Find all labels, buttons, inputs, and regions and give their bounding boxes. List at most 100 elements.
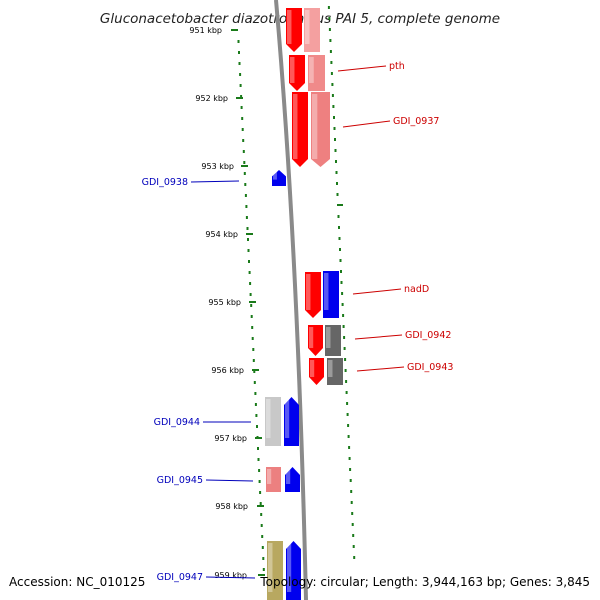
topology-summary: Topology: circular; Length: 3,944,163 bp… — [259, 575, 590, 589]
gene-label-group: GDI_0944 — [154, 417, 251, 428]
gene-block-olive — [267, 541, 283, 600]
minor-tick — [345, 380, 348, 383]
minor-tick — [351, 512, 354, 515]
minor-tick — [348, 457, 351, 460]
gene-block-gray — [325, 325, 341, 356]
minor-tick — [353, 556, 356, 559]
gene-label-group: GDI_0942 — [354, 330, 451, 341]
minor-tick — [243, 172, 246, 175]
minor-tick — [257, 458, 260, 461]
accession-text: Accession: NC_010125 — [9, 575, 145, 589]
minor-tick — [250, 304, 253, 307]
minor-tick — [329, 50, 332, 53]
minor-tick — [348, 446, 351, 449]
scale-tick — [249, 301, 256, 303]
minor-tick — [341, 292, 344, 295]
minor-tick — [260, 524, 263, 527]
gene-shadow-arrow — [308, 55, 325, 91]
minor-tick — [336, 182, 338, 185]
minor-tick — [339, 259, 342, 262]
minor-tick — [248, 260, 250, 263]
gene-arrow-reverse — [272, 170, 286, 186]
gene-label: GDI_0945 — [157, 475, 203, 486]
gene-label-group: GDI_0947 — [157, 572, 256, 583]
scale-tick-label: 955 kbp — [208, 298, 241, 307]
feature-ring-dots — [237, 6, 356, 571]
minor-tick — [240, 106, 243, 109]
scale-tick — [231, 29, 238, 31]
gene-labels: pth GDI_0937 GDI_0938 nadD GDI_0942 GDI_0943 G… — [142, 61, 454, 583]
gene-label: GDI_0943 — [407, 362, 453, 373]
minor-tick — [248, 271, 251, 274]
scale-tick-label: 957 kbp — [214, 434, 247, 443]
leader-line — [342, 120, 391, 128]
minor-tick — [329, 39, 332, 42]
gene-arrow-forward — [305, 272, 321, 318]
gene-label-group: GDI_0943 — [356, 362, 453, 373]
minor-tick — [344, 358, 347, 361]
minor-tick — [346, 413, 349, 416]
scale-tick — [241, 165, 248, 167]
minor-tick — [350, 501, 353, 504]
gene-arrow-reverse — [323, 271, 339, 318]
gene-block-gray — [327, 358, 343, 385]
minor-tick — [238, 62, 241, 65]
gene-label: GDI_0944 — [154, 417, 200, 428]
leader-line — [205, 479, 254, 482]
minor-tick — [239, 73, 242, 76]
scale-tick-label: 952 kbp — [195, 94, 228, 103]
minor-tick — [261, 535, 264, 538]
minor-tick — [339, 248, 341, 251]
leader-line — [190, 180, 240, 183]
gene-block-gray — [265, 397, 281, 446]
gene-arrow-reverse — [284, 397, 299, 446]
leader-line — [205, 576, 256, 579]
minor-tick — [340, 270, 342, 273]
gene-arrow-forward — [289, 55, 305, 91]
scale-tick-label: 951 kbp — [189, 26, 222, 35]
minor-tick — [249, 293, 252, 296]
minor-tick — [331, 94, 334, 97]
minor-tick — [247, 238, 249, 241]
scale-tick-label: 958 kbp — [215, 502, 248, 511]
gene-arrow-forward — [292, 92, 308, 167]
minor-tick — [327, 6, 330, 9]
minor-tick — [337, 204, 343, 206]
minor-tick — [254, 392, 257, 395]
minor-tick — [352, 545, 355, 548]
minor-tick — [343, 336, 346, 339]
leader-line — [356, 366, 405, 372]
minor-tick — [241, 128, 244, 131]
minor-tick — [336, 193, 339, 196]
minor-tick — [258, 480, 261, 483]
gene-label-group: GDI_0937 — [342, 116, 439, 128]
minor-tick — [259, 491, 262, 494]
minor-tick — [250, 315, 253, 318]
minor-tick — [256, 425, 258, 428]
minor-tick — [337, 215, 340, 218]
minor-tick — [262, 557, 265, 560]
minor-tick — [347, 435, 350, 438]
minor-tick — [343, 347, 346, 350]
gene-arrow-reverse — [285, 467, 300, 492]
minor-tick — [240, 95, 243, 98]
minor-tick — [258, 469, 261, 472]
minor-tick — [340, 281, 343, 284]
minor-tick — [341, 303, 344, 306]
minor-tick — [262, 568, 265, 571]
leader-line — [354, 334, 403, 340]
minor-tick — [351, 523, 354, 526]
tick-ring: 951 kbp 952 kbp 953 kbp 954 kbp 955 kbp 956 k… — [189, 26, 265, 580]
gene-label-group: pth — [337, 61, 405, 72]
minor-tick — [260, 513, 263, 516]
feature-rings — [265, 8, 343, 600]
minor-tick — [244, 194, 247, 197]
gene-label-group: nadD — [352, 284, 429, 295]
minor-tick — [252, 359, 255, 362]
gene-shadow-arrow — [311, 92, 330, 167]
gene-arrow-forward — [308, 325, 323, 356]
minor-tick — [245, 216, 248, 219]
minor-tick — [256, 436, 259, 439]
gene-arrow-forward — [309, 358, 324, 385]
scale-tick — [252, 369, 259, 371]
